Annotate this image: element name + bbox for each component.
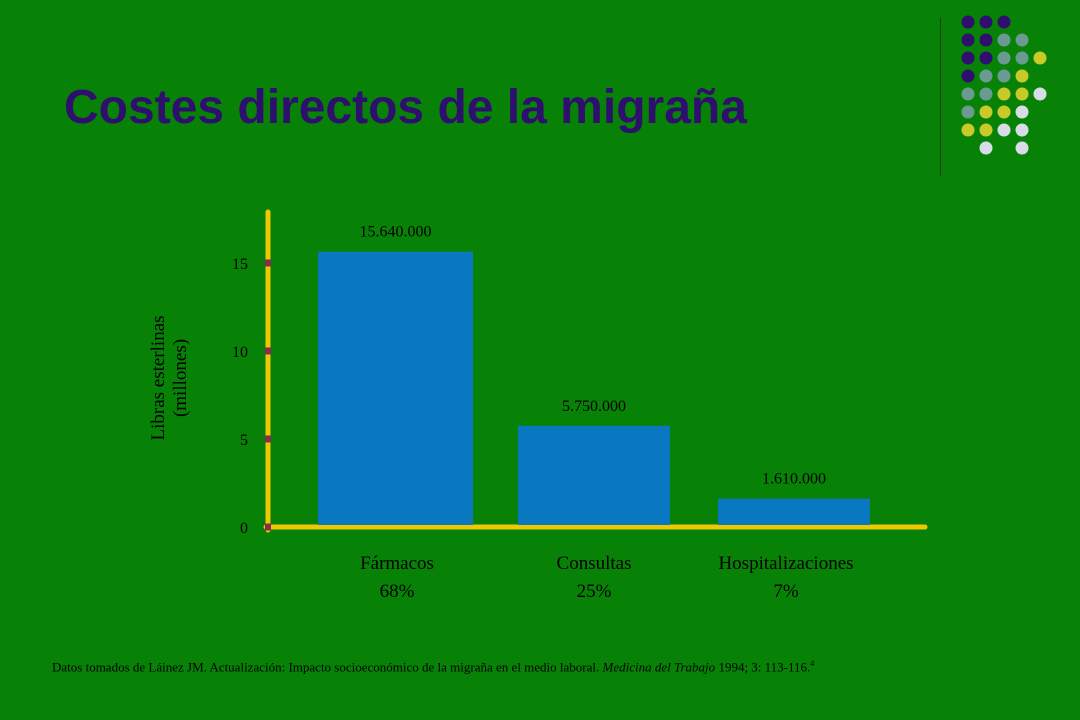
footnote-journal: Medicina del Trabajo xyxy=(602,659,716,675)
y-tick xyxy=(265,435,271,443)
y-tick xyxy=(265,523,271,531)
category-label: Consultas xyxy=(556,553,632,574)
category-label: Hospitalizaciones xyxy=(718,553,854,574)
footnote-text: Datos tomados de Láinez JM. Actualizació… xyxy=(52,659,603,675)
y-tick-label: 10 xyxy=(232,344,248,361)
y-tick-label: 0 xyxy=(240,520,248,537)
data-label: 15.640.000 xyxy=(360,224,432,241)
data-label: 1.610.000 xyxy=(762,471,826,488)
y-tick-label: 15 xyxy=(232,256,248,273)
y-tick xyxy=(265,259,271,267)
page-title: Costes directos de la migraña xyxy=(64,81,747,134)
category-percentage: 7% xyxy=(773,581,799,602)
y-axis-label-line-2: (millones) xyxy=(170,338,191,418)
y-tick-label: 5 xyxy=(240,432,248,449)
category-hospitalizaciones: Hospitalizaciones 7% xyxy=(686,550,886,606)
category-percentage: 68% xyxy=(379,581,415,602)
category-farmacos: Fármacos 68% xyxy=(297,550,497,606)
footnote-reference: 4 xyxy=(810,659,815,668)
data-label: 5.750.000 xyxy=(562,398,626,415)
decorative-divider xyxy=(940,18,941,176)
y-tick xyxy=(265,347,271,355)
y-axis-label-line-1: Libras esterlinas xyxy=(148,315,169,441)
category-percentage: 25% xyxy=(576,581,612,602)
bar-hospitalizaciones xyxy=(718,498,870,525)
category-consultas: Consultas 25% xyxy=(494,550,694,606)
footnote-citation: 1994; 3: 113-116. xyxy=(715,659,811,675)
bar-consultas xyxy=(518,425,670,525)
bar-fármacos xyxy=(318,251,473,525)
category-label: Fármacos xyxy=(360,553,434,574)
y-axis-label: Libras esterlinas (millones) xyxy=(148,315,192,440)
source-footnote: Datos tomados de Láinez JM. Actualizació… xyxy=(52,654,852,677)
